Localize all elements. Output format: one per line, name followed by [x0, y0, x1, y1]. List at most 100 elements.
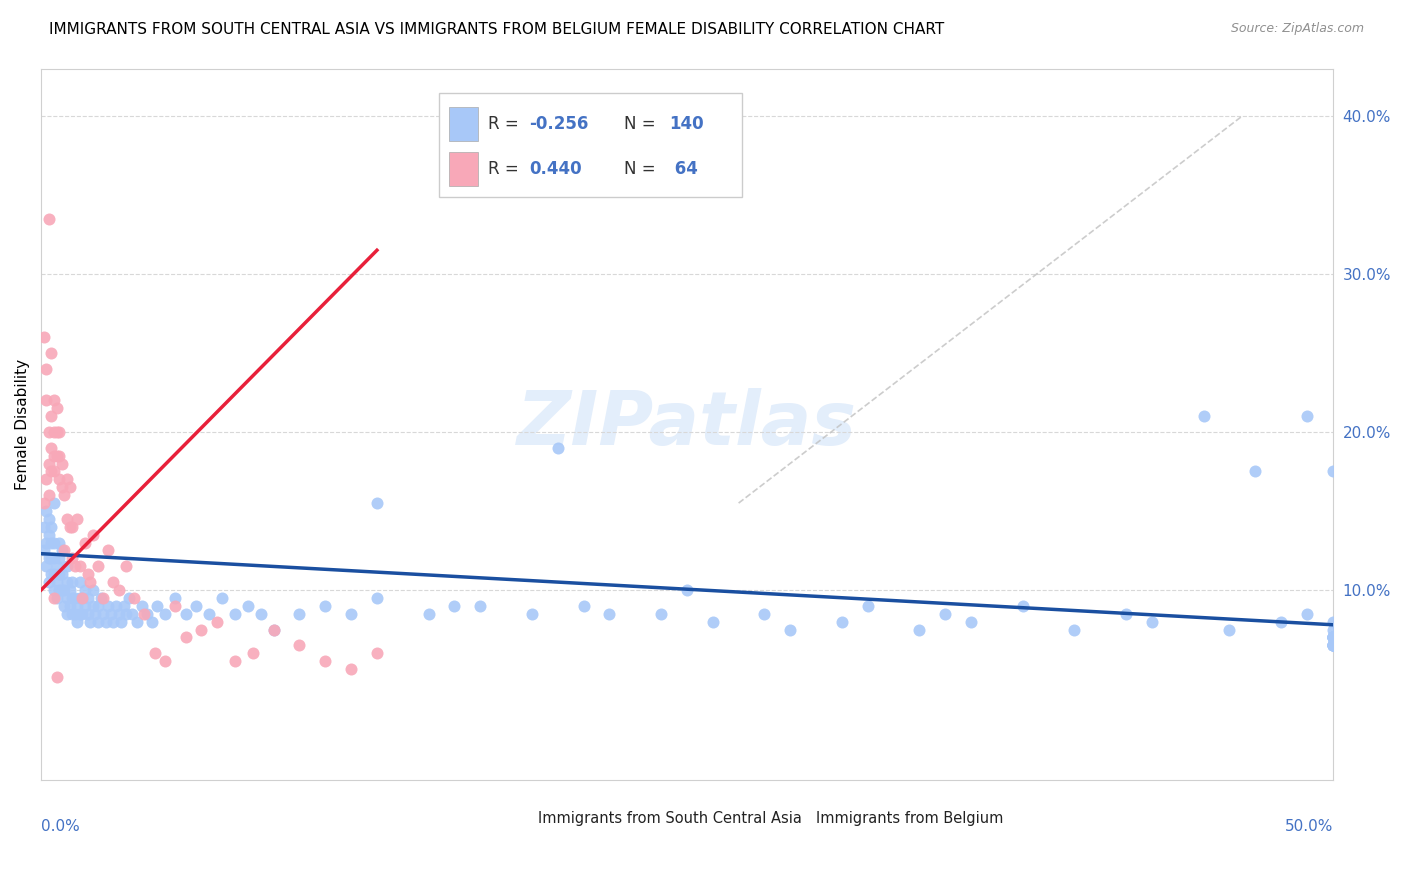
Point — [153, 654, 176, 668]
Point — [1140, 615, 1163, 629]
Point — [45, 449, 67, 463]
Point — [1011, 599, 1033, 613]
Point — [51, 480, 73, 494]
Text: 0.440: 0.440 — [530, 160, 582, 178]
Point — [41, 567, 63, 582]
Point — [1322, 638, 1344, 652]
Point — [1115, 607, 1137, 621]
Point — [908, 623, 931, 637]
Point — [41, 441, 63, 455]
Point — [1270, 615, 1292, 629]
Point — [66, 512, 89, 526]
Point — [53, 582, 76, 597]
Point — [224, 607, 246, 621]
Point — [42, 449, 65, 463]
Point — [38, 551, 60, 566]
Point — [73, 582, 96, 597]
Text: Source: ZipAtlas.com: Source: ZipAtlas.com — [1230, 22, 1364, 36]
Point — [165, 591, 187, 605]
Text: 140: 140 — [669, 115, 703, 133]
Point — [69, 559, 91, 574]
Point — [103, 575, 125, 590]
Point — [779, 623, 801, 637]
Point — [105, 599, 128, 613]
Point — [1322, 623, 1344, 637]
Point — [41, 520, 63, 534]
Point — [934, 607, 956, 621]
Point — [60, 591, 83, 605]
Point — [1322, 631, 1344, 645]
Point — [38, 512, 60, 526]
Point — [110, 615, 132, 629]
Point — [520, 607, 543, 621]
Point — [35, 504, 58, 518]
Point — [190, 623, 212, 637]
Point — [87, 559, 110, 574]
Point — [38, 457, 60, 471]
Point — [45, 559, 67, 574]
Point — [1322, 638, 1344, 652]
Point — [198, 607, 221, 621]
Point — [1322, 631, 1344, 645]
Point — [1296, 607, 1319, 621]
Point — [58, 480, 80, 494]
Point — [856, 599, 879, 613]
Point — [87, 615, 110, 629]
Point — [598, 607, 620, 621]
Point — [107, 582, 129, 597]
Point — [118, 591, 141, 605]
Point — [56, 559, 79, 574]
Point — [103, 615, 125, 629]
Point — [82, 599, 104, 613]
Point — [60, 551, 83, 566]
Point — [122, 591, 145, 605]
Point — [702, 615, 724, 629]
Point — [42, 535, 65, 549]
Point — [38, 575, 60, 590]
Point — [79, 575, 101, 590]
Point — [184, 599, 207, 613]
Point — [48, 425, 70, 439]
FancyBboxPatch shape — [783, 806, 810, 831]
Point — [115, 559, 138, 574]
Point — [58, 599, 80, 613]
Point — [1244, 465, 1267, 479]
Point — [42, 582, 65, 597]
Point — [1322, 638, 1344, 652]
Point — [73, 599, 96, 613]
Point — [56, 591, 79, 605]
Point — [48, 472, 70, 486]
Point — [41, 409, 63, 424]
Point — [153, 607, 176, 621]
Point — [72, 591, 94, 605]
Point — [366, 646, 388, 660]
Point — [1322, 615, 1344, 629]
FancyBboxPatch shape — [506, 806, 531, 831]
Point — [69, 607, 91, 621]
Text: Immigrants from Belgium: Immigrants from Belgium — [815, 811, 1004, 826]
Point — [51, 567, 73, 582]
Point — [94, 615, 117, 629]
Point — [174, 607, 197, 621]
Point — [547, 441, 569, 455]
Point — [42, 496, 65, 510]
Point — [236, 599, 259, 613]
Point — [76, 607, 98, 621]
Point — [340, 607, 363, 621]
Point — [366, 496, 388, 510]
Point — [66, 599, 89, 613]
Point — [32, 520, 55, 534]
Point — [35, 393, 58, 408]
Point — [60, 607, 83, 621]
Point — [48, 551, 70, 566]
Point — [53, 543, 76, 558]
Point — [87, 599, 110, 613]
Point — [32, 543, 55, 558]
Point — [1322, 631, 1344, 645]
FancyBboxPatch shape — [450, 152, 478, 186]
Point — [263, 623, 285, 637]
Point — [89, 591, 111, 605]
Point — [650, 607, 672, 621]
Point — [60, 520, 83, 534]
Point — [1322, 638, 1344, 652]
